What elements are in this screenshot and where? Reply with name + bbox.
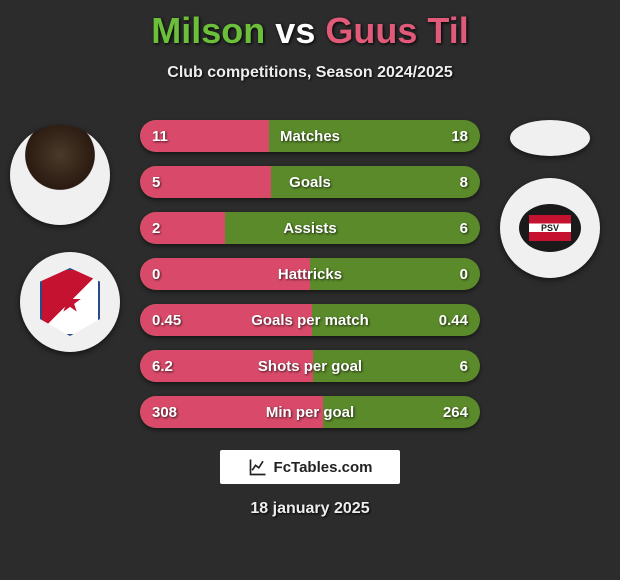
player1-name: Milson (151, 10, 265, 51)
page-title: Milson vs Guus Til (0, 0, 620, 52)
footer-brand: FcTables.com (220, 450, 400, 484)
stat-row: 0Hattricks0 (140, 258, 480, 290)
player2-avatar (510, 120, 590, 156)
player2-name: Guus Til (325, 10, 468, 51)
chart-icon (248, 457, 268, 477)
stat-label: Shots per goal (140, 350, 480, 382)
stat-label: Matches (140, 120, 480, 152)
stat-value-right: 8 (460, 166, 468, 198)
stat-label: Goals (140, 166, 480, 198)
stat-value-right: 6 (460, 212, 468, 244)
vs-text: vs (275, 10, 315, 51)
stat-row: 0.45Goals per match0.44 (140, 304, 480, 336)
star-icon: ★ (57, 286, 82, 319)
player2-club-badge: PSV (500, 178, 600, 278)
date-text: 18 january 2025 (0, 500, 620, 518)
stat-label: Assists (140, 212, 480, 244)
stat-row: 11Matches18 (140, 120, 480, 152)
stat-row: 5Goals8 (140, 166, 480, 198)
club1-shield-icon: ★ (40, 268, 100, 336)
stat-row: 308Min per goal264 (140, 396, 480, 428)
stat-row: 2Assists6 (140, 212, 480, 244)
stat-row: 6.2Shots per goal6 (140, 350, 480, 382)
footer-brand-text: FcTables.com (274, 459, 373, 476)
stat-value-right: 0 (460, 258, 468, 290)
comparison-chart: 11Matches18 5Goals8 2Assists6 0Hattricks0 0.… (140, 120, 480, 442)
subtitle: Club competitions, Season 2024/2025 (0, 64, 620, 82)
stat-value-right: 264 (443, 396, 468, 428)
stat-label: Goals per match (140, 304, 480, 336)
club2-shield-icon: PSV (519, 204, 581, 252)
club2-label: PSV (529, 215, 571, 241)
stat-value-right: 6 (460, 350, 468, 382)
stat-value-right: 18 (451, 120, 468, 152)
stat-value-right: 0.44 (439, 304, 468, 336)
stat-label: Hattricks (140, 258, 480, 290)
player1-club-badge: ★ (20, 252, 120, 352)
player1-avatar (10, 125, 110, 225)
stat-label: Min per goal (140, 396, 480, 428)
